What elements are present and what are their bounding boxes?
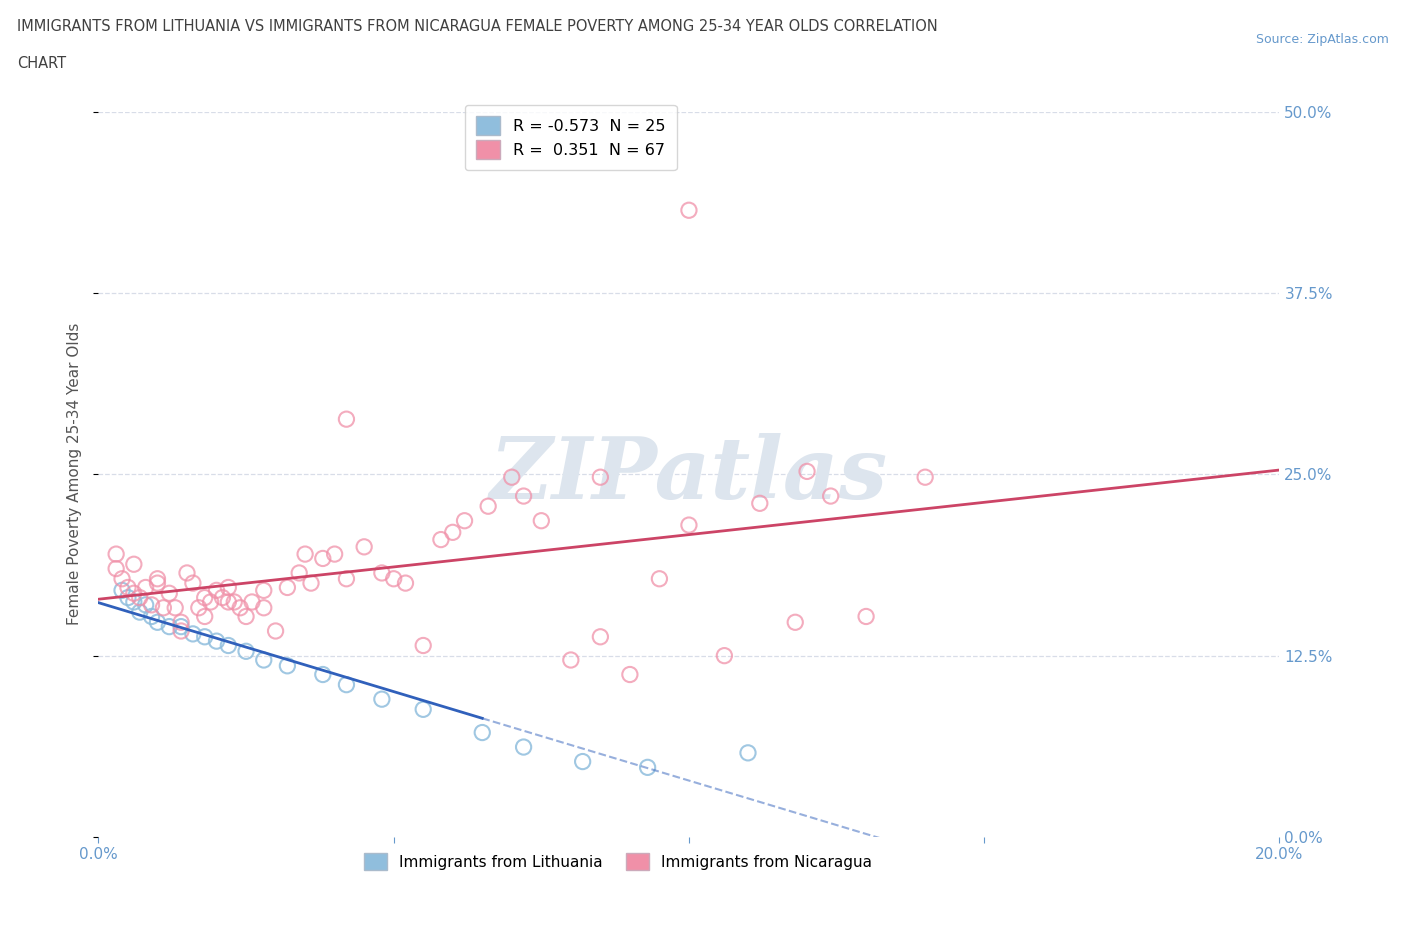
Point: [194, 609, 217, 624]
Point: [157, 586, 180, 601]
Point: [412, 702, 434, 717]
Point: [205, 633, 228, 648]
Point: [122, 586, 145, 601]
Point: [176, 565, 198, 580]
Point: [748, 496, 770, 511]
Point: [181, 627, 204, 642]
Point: [157, 619, 180, 634]
Point: [530, 513, 553, 528]
Point: [170, 619, 193, 634]
Point: [117, 591, 139, 605]
Point: [678, 203, 700, 218]
Point: [128, 591, 150, 605]
Point: [152, 601, 174, 616]
Point: [170, 615, 193, 630]
Point: [637, 760, 659, 775]
Point: [165, 601, 187, 616]
Point: [217, 594, 239, 609]
Point: [571, 754, 593, 769]
Point: [855, 609, 877, 624]
Point: [146, 615, 169, 630]
Point: [122, 594, 145, 609]
Point: [200, 594, 222, 609]
Point: [394, 576, 416, 591]
Point: [276, 580, 298, 595]
Point: [224, 594, 246, 609]
Point: [141, 597, 163, 612]
Point: [512, 739, 534, 754]
Point: [264, 623, 287, 638]
Point: [117, 580, 139, 595]
Point: [194, 630, 217, 644]
Point: [240, 594, 263, 609]
Point: [294, 547, 316, 562]
Point: [589, 470, 612, 485]
Text: CHART: CHART: [17, 56, 66, 71]
Point: [371, 692, 394, 707]
Point: [299, 576, 322, 591]
Point: [335, 677, 357, 692]
Point: [737, 746, 759, 761]
Text: ZIPatlas: ZIPatlas: [489, 432, 889, 516]
Point: [135, 580, 157, 595]
Point: [589, 630, 612, 644]
Point: [477, 498, 499, 513]
Point: [181, 576, 204, 591]
Point: [205, 583, 228, 598]
Point: [335, 571, 357, 586]
Point: [105, 547, 128, 562]
Point: [211, 591, 233, 605]
Point: [713, 648, 735, 663]
Point: [229, 601, 252, 616]
Point: [146, 571, 169, 586]
Point: [412, 638, 434, 653]
Point: [678, 518, 700, 533]
Point: [796, 464, 818, 479]
Point: [441, 525, 464, 539]
Point: [785, 615, 807, 630]
Point: [288, 565, 311, 580]
Point: [217, 580, 239, 595]
Point: [253, 653, 276, 668]
Point: [820, 488, 842, 503]
Point: [187, 601, 209, 616]
Point: [619, 667, 641, 682]
Point: [235, 644, 257, 658]
Point: [501, 470, 523, 485]
Point: [371, 565, 394, 580]
Point: [914, 470, 936, 485]
Point: [453, 513, 475, 528]
Point: [430, 532, 453, 547]
Point: [122, 557, 145, 572]
Point: [235, 609, 257, 624]
Point: [560, 653, 582, 668]
Point: [648, 571, 671, 586]
Point: [217, 638, 239, 653]
Point: [146, 576, 169, 591]
Point: [353, 539, 375, 554]
Point: [312, 667, 335, 682]
Point: [253, 601, 276, 616]
Point: [512, 488, 534, 503]
Legend: Immigrants from Lithuania, Immigrants from Nicaragua: Immigrants from Lithuania, Immigrants fr…: [359, 846, 879, 876]
Point: [312, 551, 335, 565]
Point: [111, 571, 134, 586]
Point: [276, 658, 298, 673]
Text: IMMIGRANTS FROM LITHUANIA VS IMMIGRANTS FROM NICARAGUA FEMALE POVERTY AMONG 25-3: IMMIGRANTS FROM LITHUANIA VS IMMIGRANTS …: [17, 19, 938, 33]
Point: [128, 604, 150, 619]
Y-axis label: Female Poverty Among 25-34 Year Olds: Female Poverty Among 25-34 Year Olds: [67, 323, 83, 626]
Point: [135, 597, 157, 612]
Point: [335, 412, 357, 427]
Point: [471, 725, 494, 740]
Point: [105, 561, 128, 576]
Point: [253, 583, 276, 598]
Point: [141, 609, 163, 624]
Text: Source: ZipAtlas.com: Source: ZipAtlas.com: [1256, 33, 1389, 46]
Point: [382, 571, 405, 586]
Point: [323, 547, 346, 562]
Point: [170, 623, 193, 638]
Point: [194, 591, 217, 605]
Point: [111, 583, 134, 598]
